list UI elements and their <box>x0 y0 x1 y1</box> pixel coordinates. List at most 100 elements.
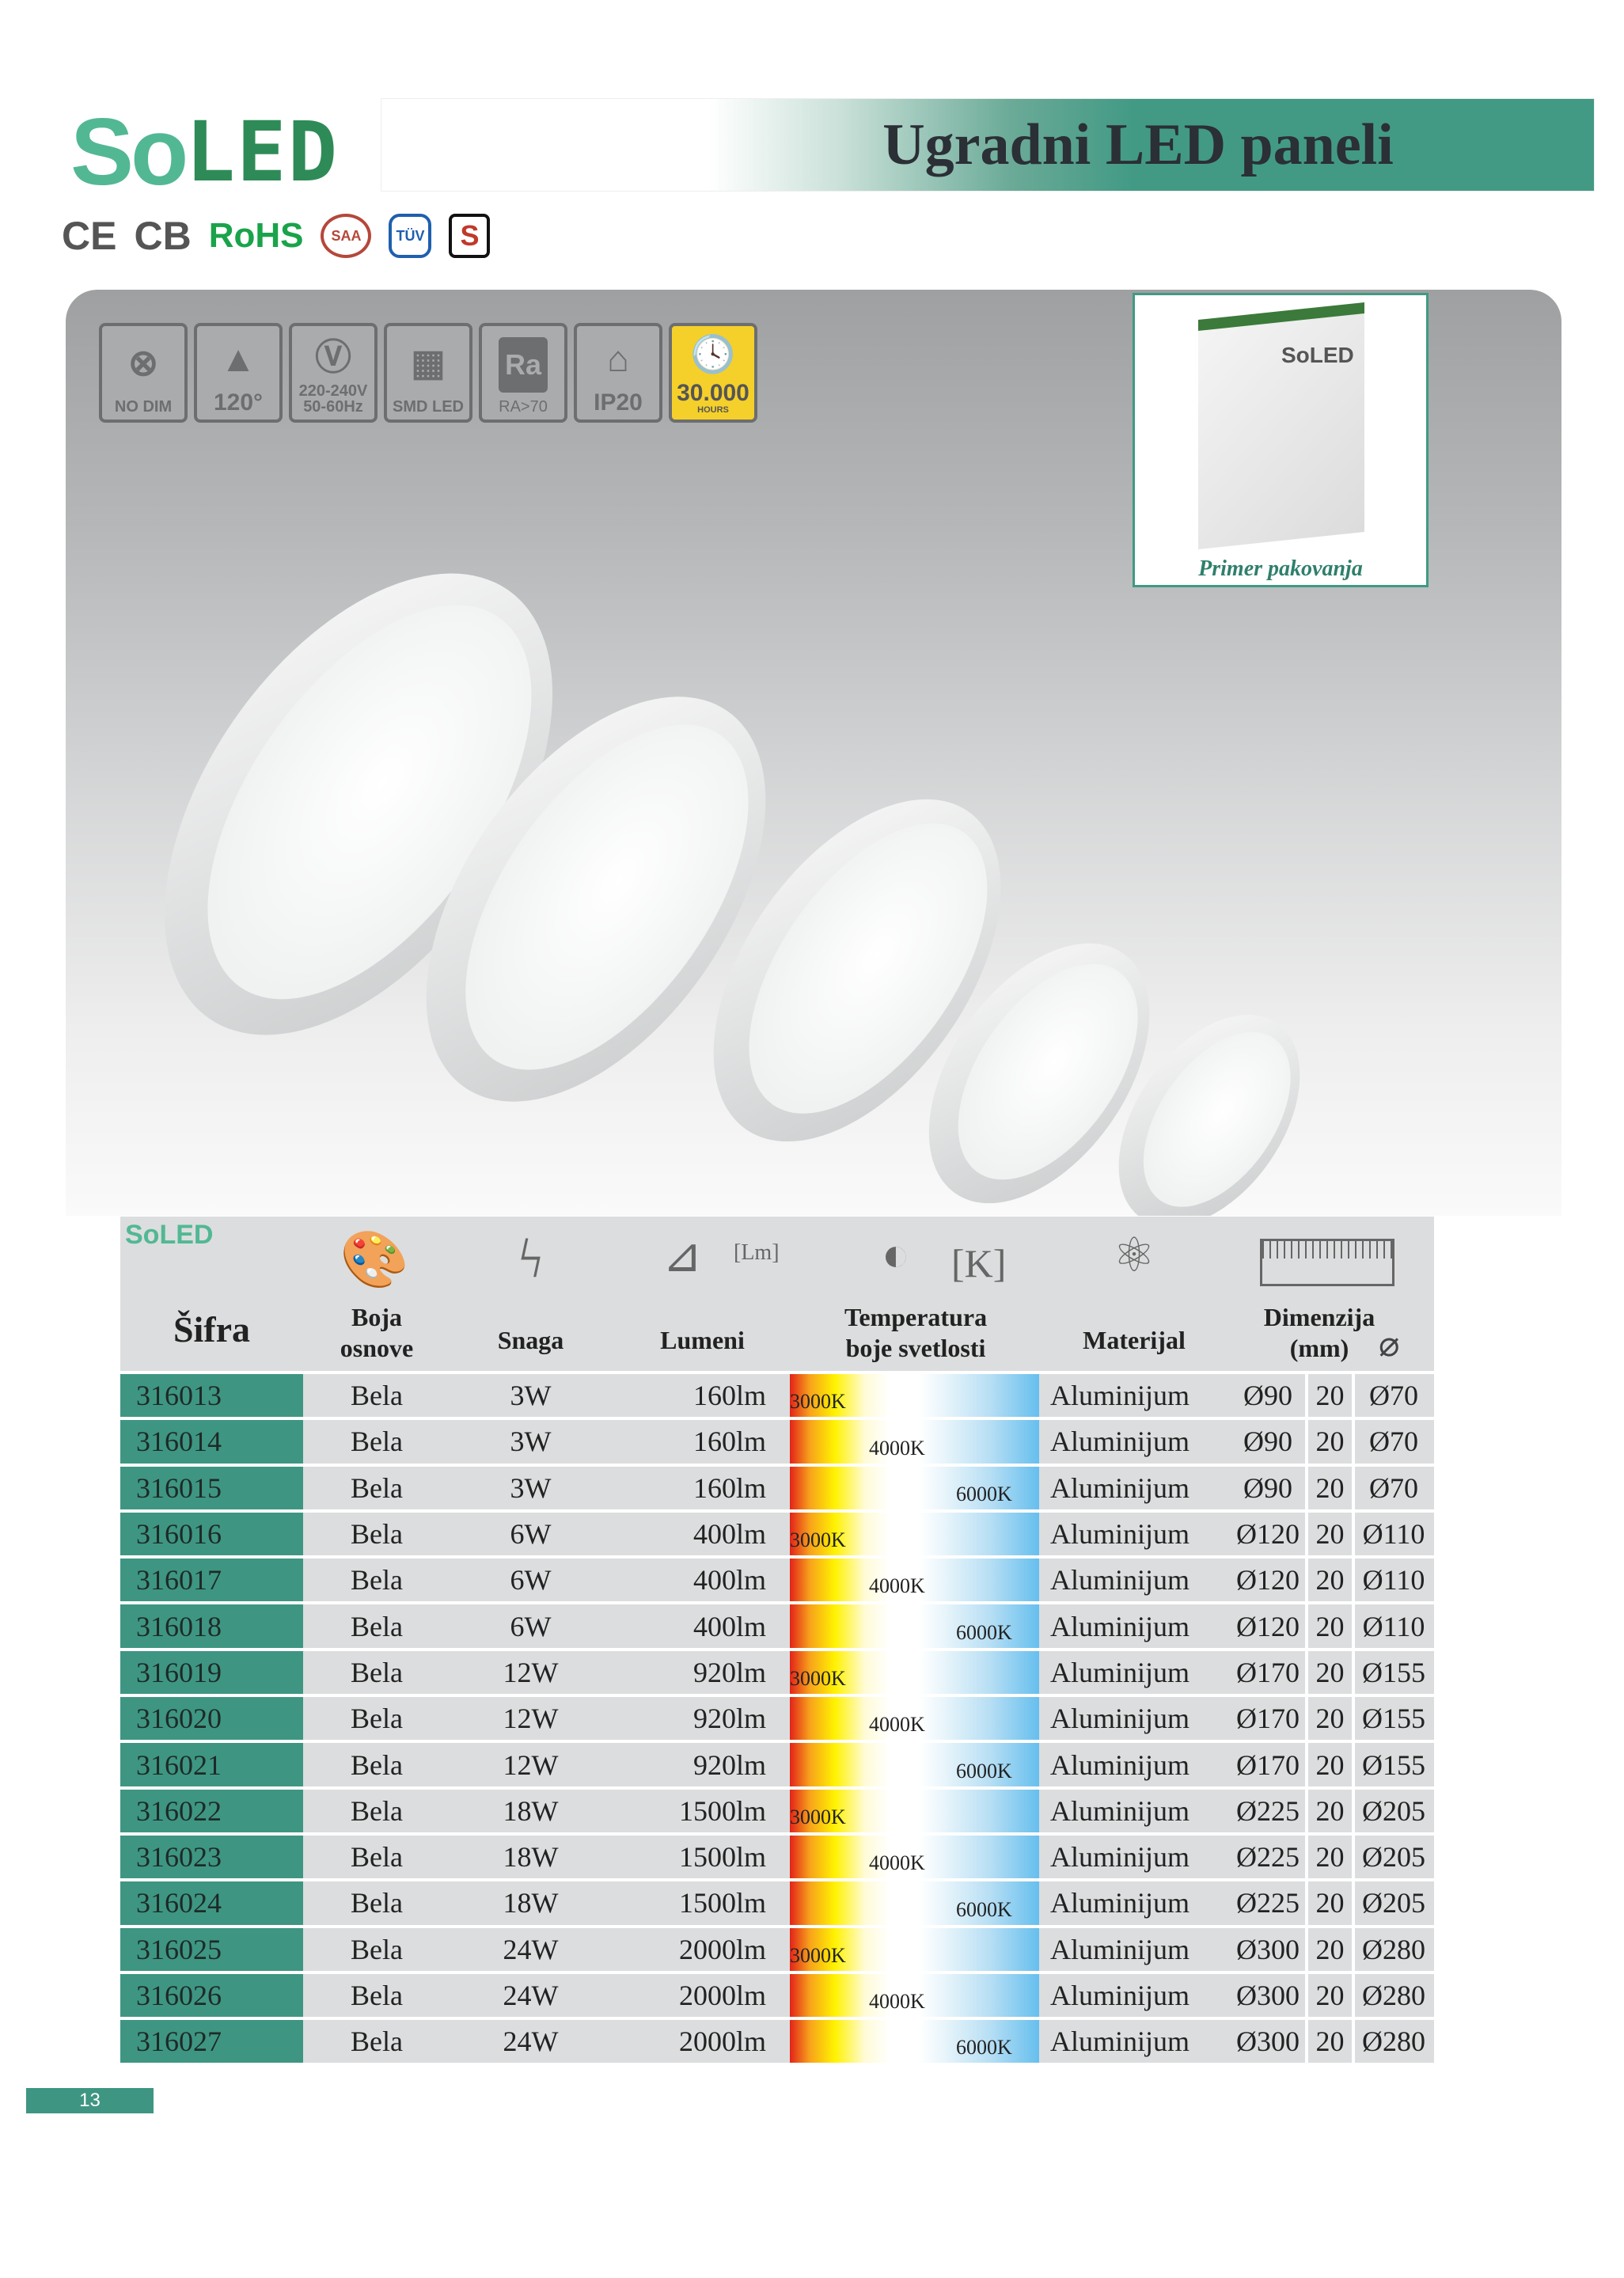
color-cell: Bela <box>351 1703 403 1735</box>
voltage-plug-icon: Ⓥ <box>315 336 351 378</box>
clock-icon: 🕓 <box>690 332 736 374</box>
feature-icons: ⊗ NO DIM ▲ 120° Ⓥ 220-240V 50-60Hz ▦ SMD LED… <box>99 323 757 423</box>
table-row: 316025 Bela 24W 2000lm 3000K Aluminijum Ø300 20… <box>120 1924 1434 1971</box>
palette-icon: 🎨 <box>340 1230 410 1291</box>
color-cell: Bela <box>351 1518 403 1551</box>
material-cell: Aluminijum <box>1050 1933 1190 1965</box>
cutout-diameter-cell: Ø280 <box>1362 1980 1425 2011</box>
power-cell: 24W <box>503 1980 559 2011</box>
rohs-mark-icon: RoHS <box>208 216 304 255</box>
column-divider <box>1305 1743 1308 1786</box>
power-cell: 6W <box>510 1564 552 1596</box>
material-cell: Aluminijum <box>1050 1610 1190 1642</box>
column-divider <box>1352 1743 1355 1786</box>
no-dim-icon: ⊗ <box>127 342 159 383</box>
table-row: 316019 Bela 12W 920lm 3000K Aluminijum Ø170 20 Ø… <box>120 1647 1434 1695</box>
outer-diameter-cell: Ø225 <box>1236 1887 1300 1919</box>
cutout-diameter-cell: Ø155 <box>1362 1748 1425 1781</box>
temperature-cell: 4000K <box>790 1973 1039 2018</box>
table-row: 316024 Bela 18W 1500lm 6000K Aluminijum Ø225 20… <box>120 1878 1434 1925</box>
code-cell: 316020 <box>120 1697 303 1741</box>
table-row: 316021 Bela 12W 920lm 6000K Aluminijum Ø170 20 Ø… <box>120 1740 1434 1786</box>
column-divider <box>1305 1512 1308 1556</box>
material-cell: Aluminijum <box>1050 1656 1190 1688</box>
temperature-cell: 4000K <box>790 1420 1039 1464</box>
column-divider <box>1305 1466 1308 1509</box>
table-logo: SoLED <box>125 1220 214 1250</box>
color-temperature-icon: ◐ <box>881 1228 911 1281</box>
header-dimensions: Dimenzija (mm) <box>1263 1303 1375 1362</box>
table-row: 316023 Bela 18W 1500lm 4000K Aluminijum Ø225 20… <box>120 1832 1434 1879</box>
power-cell: 3W <box>510 1380 552 1412</box>
title-banner: Ugradni LED paneli <box>381 98 1595 192</box>
column-divider <box>1352 1559 1355 1602</box>
panel-170 <box>713 799 1001 1142</box>
code-cell: 316027 <box>120 2020 303 2063</box>
header-material: Materijal <box>1083 1325 1186 1354</box>
height-cell: 20 <box>1315 1518 1345 1551</box>
lumens-cell: 160lm <box>692 1471 766 1504</box>
color-cell: Bela <box>351 1380 403 1412</box>
power-cell: 12W <box>503 1703 559 1735</box>
height-cell: 20 <box>1315 1564 1345 1596</box>
house-indoor-icon: ⌂ <box>607 338 629 379</box>
lumens-cell: 2000lm <box>678 1980 766 2011</box>
height-cell: 20 <box>1315 1610 1345 1642</box>
outer-diameter-cell: Ø300 <box>1236 1980 1300 2011</box>
material-cell: Aluminijum <box>1050 1703 1190 1735</box>
lumens-cell: 1500lm <box>678 1887 766 1919</box>
color-cell: Bela <box>351 1564 403 1596</box>
power-cell: 3W <box>510 1426 552 1458</box>
height-cell: 20 <box>1315 1841 1345 1874</box>
column-divider <box>1352 1881 1355 1925</box>
code-cell: 316016 <box>120 1512 303 1556</box>
power-cell: 12W <box>503 1748 559 1781</box>
cutout-diameter-cell: Ø155 <box>1362 1703 1425 1735</box>
material-cell: Aluminijum <box>1050 1380 1190 1412</box>
material-cell: Aluminijum <box>1050 1980 1190 2011</box>
panel-120 <box>928 943 1150 1204</box>
product-table: SoLED Šifra 🎨 Boja osnove ϟ Snaga ⊿ [Lm]… <box>120 1217 1434 2063</box>
feature-voltage: Ⓥ 220-240V 50-60Hz <box>289 323 378 423</box>
power-cell: 6W <box>510 1518 552 1551</box>
lumens-cell: 400lm <box>692 1610 766 1642</box>
material-cell: Aluminijum <box>1050 1794 1190 1827</box>
cutout-diameter-cell: Ø110 <box>1362 1564 1425 1596</box>
led-panels-illustration <box>164 573 1300 1216</box>
outer-diameter-cell: Ø90 <box>1243 1471 1292 1504</box>
height-cell: 20 <box>1315 1380 1345 1412</box>
cutout-diameter-cell: Ø205 <box>1362 1841 1425 1874</box>
table-row: 316016 Bela 6W 400lm 3000K Aluminijum Ø120 20 Ø1… <box>120 1509 1434 1556</box>
height-cell: 20 <box>1315 1980 1345 2011</box>
panel-225 <box>426 697 766 1102</box>
color-cell: Bela <box>351 1426 403 1458</box>
temperature-cell: 6000K <box>790 1881 1039 1925</box>
feature-no-dim: ⊗ NO DIM <box>99 323 188 423</box>
outer-diameter-cell: Ø170 <box>1236 1748 1300 1781</box>
color-cell: Bela <box>351 1841 403 1874</box>
temperature-cell: 3000K <box>790 1512 1039 1556</box>
lumens-cell: 2000lm <box>678 2026 766 2058</box>
lumens-chart-icon: ⊿ <box>662 1229 703 1281</box>
lumens-cell: 1500lm <box>678 1841 766 1874</box>
table-row: 316027 Bela 24W 2000lm 6000K Aluminijum Ø300 20… <box>120 2017 1434 2063</box>
power-cell: 12W <box>503 1656 559 1688</box>
temperature-cell: 3000K <box>790 1374 1039 1418</box>
height-cell: 20 <box>1315 1794 1345 1827</box>
height-cell: 20 <box>1315 1748 1345 1781</box>
column-divider <box>1305 1881 1308 1925</box>
power-cell: 24W <box>503 1933 559 1965</box>
temperature-cell: 6000K <box>790 1604 1039 1648</box>
code-cell: 316023 <box>120 1835 303 1879</box>
column-divider <box>1352 1650 1355 1695</box>
height-cell: 20 <box>1315 1656 1345 1688</box>
temperature-cell: 3000K <box>790 1789 1039 1832</box>
page-title: Ugradni LED paneli <box>882 112 1394 177</box>
lumens-cell: 1500lm <box>678 1794 766 1827</box>
lumens-cell: 920lm <box>692 1703 766 1735</box>
lumens-cell: 160lm <box>692 1426 766 1458</box>
code-cell: 316014 <box>120 1420 303 1464</box>
power-cell: 6W <box>510 1610 552 1642</box>
code-cell: 316025 <box>120 1927 303 1971</box>
power-cell: 3W <box>510 1471 552 1504</box>
